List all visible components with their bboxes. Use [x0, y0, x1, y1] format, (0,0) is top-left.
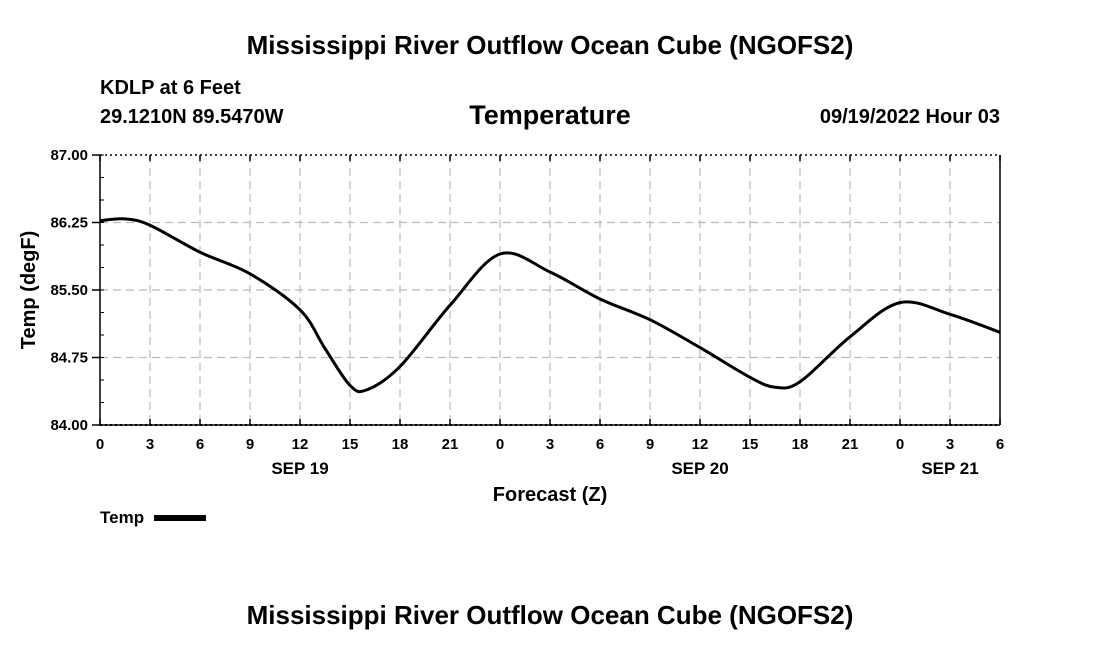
- series-line-temp: [99, 217, 1001, 394]
- x-tick-label: 0: [496, 436, 504, 453]
- y-tick-label: 84.00: [50, 417, 88, 434]
- day-label: SEP 21: [921, 459, 978, 478]
- y-tick-label: 84.75: [50, 350, 88, 367]
- x-tick-label: 3: [546, 436, 554, 453]
- x-tick-label: 0: [96, 436, 104, 453]
- x-tick-label: 3: [146, 436, 154, 453]
- y-tick-label: 86.25: [50, 215, 88, 232]
- y-axis-label: Temp (degF): [18, 231, 40, 350]
- x-tick-label: 9: [646, 436, 654, 453]
- legend: Temp: [100, 508, 207, 528]
- x-tick-label: 18: [392, 436, 409, 453]
- day-label: SEP 20: [671, 459, 728, 478]
- x-tick-label: 12: [692, 436, 709, 453]
- legend-line-icon: [154, 515, 207, 521]
- x-tick-label: 6: [596, 436, 604, 453]
- station-coordinates: 29.1210N 89.5470W: [100, 106, 284, 128]
- y-tick-label: 85.50: [50, 282, 88, 299]
- station-label: KDLP at 6 Feet: [100, 77, 241, 99]
- x-tick-label: 0: [896, 436, 904, 453]
- page-title: Mississippi River Outflow Ocean Cube (NG…: [246, 30, 854, 60]
- legend-label: Temp: [100, 508, 145, 527]
- x-axis-label: Forecast (Z): [493, 484, 607, 506]
- x-tick-label: 21: [842, 436, 859, 453]
- x-tick-label: 15: [742, 436, 759, 453]
- x-tick-label: 3: [946, 436, 954, 453]
- x-tick-label: 6: [996, 436, 1004, 453]
- x-tick-label: 18: [792, 436, 809, 453]
- variable-title: Temperature: [469, 100, 631, 130]
- y-tick-label: 87.00: [50, 147, 88, 164]
- x-tick-label: 21: [442, 436, 459, 453]
- x-tick-label: 6: [196, 436, 204, 453]
- x-tick-label: 15: [342, 436, 359, 453]
- forecast-timestamp: 09/19/2022 Hour 03: [819, 106, 1000, 128]
- footer-title: Mississippi River Outflow Ocean Cube (NG…: [246, 600, 854, 630]
- x-tick-label: 12: [292, 436, 309, 453]
- x-tick-label: 9: [246, 436, 254, 453]
- day-label: SEP 19: [271, 459, 328, 478]
